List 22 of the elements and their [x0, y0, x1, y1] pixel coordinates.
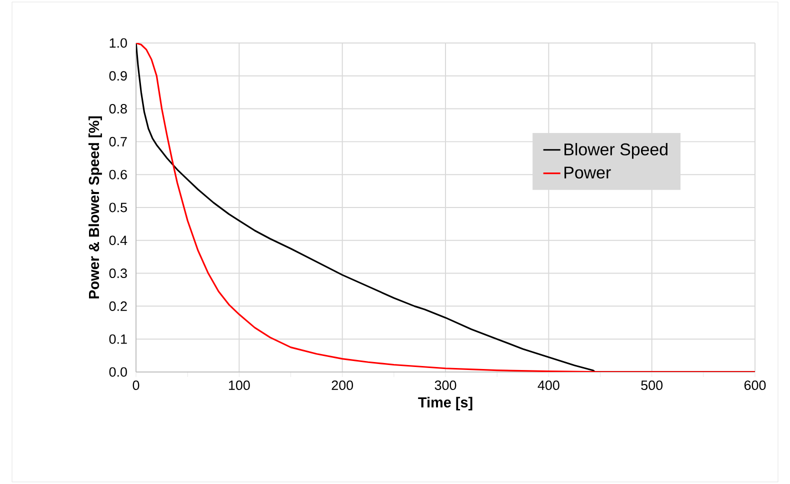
x-tick-label: 600 — [744, 380, 766, 390]
y-tick-label: 0.2 — [109, 301, 127, 311]
y-tick-label: 0.1 — [109, 334, 127, 344]
y-axis-title: Power & Blower Speed [%] — [88, 116, 102, 298]
x-tick-label: 300 — [434, 380, 456, 390]
y-tick-label: 0.8 — [109, 104, 127, 114]
y-tick-label: 0.0 — [109, 367, 127, 377]
y-tick-label: 0.4 — [109, 236, 128, 246]
legend-label: Blower Speed — [564, 142, 668, 159]
y-tick-label: 0.3 — [109, 268, 127, 278]
y-tick-label: 0.9 — [109, 71, 127, 81]
y-tick-label: 0.6 — [109, 170, 127, 180]
y-tick-label: 1.0 — [110, 38, 127, 48]
y-tick-label: 0.5 — [109, 202, 127, 212]
x-axis-title: Time [s] — [418, 396, 472, 410]
x-tick-label: 400 — [538, 380, 560, 390]
y-tick-label: 0.7 — [109, 136, 127, 146]
x-tick-label: 500 — [641, 380, 663, 390]
legend-label: Power — [564, 166, 611, 179]
x-tick-label: 0 — [132, 380, 140, 390]
x-tick-label: 100 — [228, 380, 250, 390]
x-tick-label: 200 — [332, 380, 354, 390]
